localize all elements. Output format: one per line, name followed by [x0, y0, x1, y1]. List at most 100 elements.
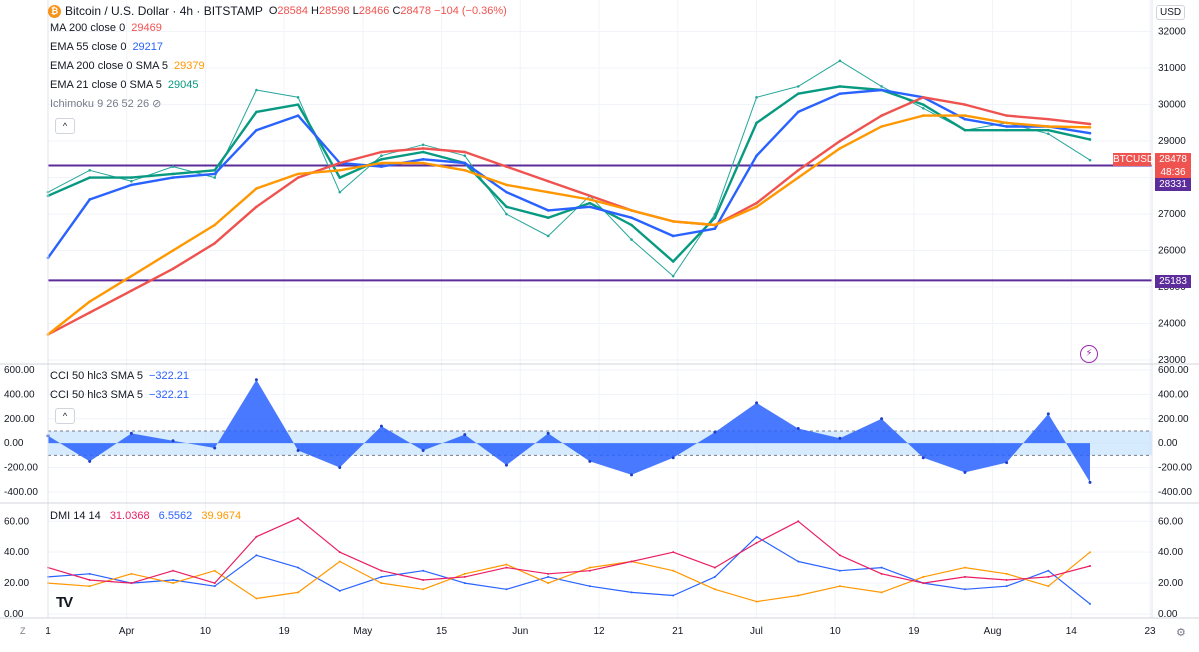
- data-point: [838, 554, 841, 557]
- cci-point: [129, 431, 133, 435]
- symbol-header[interactable]: ₿ Bitcoin / U.S. Dollar · 4h · BITSTAMP …: [48, 4, 507, 18]
- cci-point: [880, 417, 884, 421]
- legend-ema200[interactable]: EMA 200 close 0 SMA 5 29379: [50, 60, 205, 72]
- data-point: [838, 585, 841, 588]
- cci-point: [463, 433, 467, 437]
- data-point: [921, 96, 925, 99]
- data-point: [463, 168, 467, 172]
- data-point: [88, 168, 91, 172]
- data-point: [213, 223, 217, 227]
- series-btcusd: [47, 60, 1091, 277]
- data-point: [671, 260, 675, 263]
- data-point: [713, 566, 716, 569]
- price-change: −104 (−0.36%): [434, 5, 507, 17]
- legend-ema21[interactable]: EMA 21 close 0 SMA 5 29045: [50, 79, 199, 91]
- data-point: [171, 165, 175, 168]
- collapse-legend-button[interactable]: ^: [55, 118, 75, 134]
- data-point: [1088, 138, 1092, 141]
- x-tick-label: May: [353, 626, 372, 637]
- cci-point: [963, 470, 967, 474]
- data-point: [88, 176, 91, 179]
- data-point: [297, 591, 300, 594]
- data-point: [1088, 122, 1092, 126]
- data-point: [755, 541, 758, 544]
- series--di: [47, 551, 1091, 603]
- cci-area: [48, 379, 1090, 483]
- cci-point: [88, 459, 92, 463]
- data-point: [296, 176, 300, 179]
- data-point: [838, 92, 842, 95]
- data-point: [172, 582, 175, 585]
- data-point: [88, 585, 91, 588]
- data-point: [213, 176, 217, 179]
- data-point: [380, 158, 383, 161]
- cci-point: [421, 448, 425, 452]
- data-point: [672, 594, 675, 597]
- level-tag-upper: 28331: [1155, 178, 1191, 191]
- data-point: [171, 172, 175, 176]
- legend-cci-2[interactable]: CCI 50 hlc3 SMA 5 −322.21: [50, 389, 190, 401]
- y-tick-label: 0.00: [1158, 609, 1178, 620]
- cci-point: [838, 436, 842, 440]
- data-point: [922, 575, 925, 578]
- data-point: [88, 198, 91, 201]
- y-tick-label: 26000: [1158, 246, 1186, 257]
- y-tick-label: 27000: [1158, 209, 1186, 220]
- data-point: [130, 183, 133, 187]
- data-point: [796, 176, 800, 179]
- legend-ichimoku[interactable]: Ichimoku 9 26 52 26 ⊘: [50, 98, 162, 110]
- data-point: [588, 566, 591, 569]
- flash-icon[interactable]: ⚡: [1080, 345, 1098, 363]
- y-tick-label-left: 20.00: [4, 578, 29, 589]
- dmi-legend[interactable]: DMI 14 14 31.0368 6.5562 39.9674: [50, 510, 242, 522]
- data-point: [505, 566, 508, 569]
- data-point: [338, 589, 341, 592]
- data-point: [630, 560, 633, 563]
- legend-ema55[interactable]: EMA 55 close 0 29217: [50, 41, 164, 53]
- data-point: [505, 563, 508, 566]
- data-point: [921, 106, 925, 110]
- collapse-cci-legend-button[interactable]: ^: [55, 408, 75, 424]
- eye-off-icon[interactable]: ⊘: [152, 98, 162, 110]
- data-point: [380, 165, 383, 168]
- data-point: [963, 114, 967, 117]
- zoom-icon[interactable]: Z: [20, 626, 26, 636]
- data-point: [1047, 575, 1050, 578]
- x-tick-label: Jul: [750, 626, 763, 637]
- series-ema-21: [47, 85, 1091, 263]
- data-point: [755, 205, 758, 209]
- data-point: [213, 172, 217, 176]
- legend-ma200[interactable]: MA 200 close 0 29469: [50, 22, 162, 34]
- data-point: [213, 241, 217, 245]
- gear-icon[interactable]: ⚙: [1176, 627, 1186, 639]
- data-point: [505, 165, 508, 168]
- cci-point: [379, 424, 383, 428]
- data-point: [1005, 114, 1008, 117]
- data-point: [880, 85, 883, 88]
- cci-point: [588, 459, 592, 463]
- data-point: [505, 190, 508, 194]
- data-point: [422, 569, 425, 572]
- data-point: [1088, 131, 1092, 135]
- data-point: [421, 150, 425, 154]
- legend-cci-1[interactable]: CCI 50 hlc3 SMA 5 −322.21: [50, 370, 190, 382]
- cci-point: [546, 431, 550, 435]
- data-point: [713, 223, 717, 227]
- data-point: [505, 212, 508, 216]
- x-tick-label: Apr: [119, 626, 135, 637]
- data-point: [755, 121, 758, 125]
- data-point: [588, 585, 591, 588]
- data-point: [547, 572, 550, 575]
- data-point: [1089, 551, 1091, 554]
- currency-selector[interactable]: USD: [1156, 5, 1186, 20]
- y-tick-label: 400.00: [1158, 389, 1189, 400]
- x-tick-label: 15: [436, 626, 448, 637]
- data-point: [838, 569, 841, 572]
- data-point: [963, 103, 967, 106]
- data-point: [463, 575, 466, 578]
- data-point: [172, 579, 175, 581]
- cci-point: [1088, 480, 1092, 484]
- data-point: [380, 575, 383, 578]
- data-point: [1047, 117, 1050, 121]
